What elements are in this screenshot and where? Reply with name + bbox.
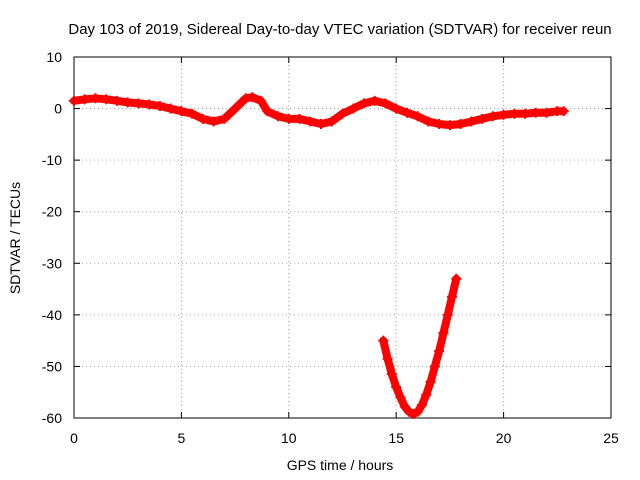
data-point <box>122 97 133 108</box>
data-point <box>240 93 251 104</box>
data-point <box>380 98 391 109</box>
x-axis-label: GPS time / hours <box>287 457 394 473</box>
data-point <box>69 95 79 106</box>
data-point <box>466 116 477 127</box>
data-point <box>262 106 273 117</box>
data-point <box>348 103 359 114</box>
data-point <box>442 309 453 320</box>
series-trace <box>70 93 568 130</box>
y-tick-label: 0 <box>54 101 62 117</box>
x-tick-label: 25 <box>603 430 619 446</box>
series-dip <box>378 273 462 419</box>
data-point <box>378 335 389 346</box>
data-point <box>399 401 410 412</box>
y-tick-label: -10 <box>42 152 62 168</box>
data-point <box>498 109 509 120</box>
data-point <box>273 111 284 122</box>
data-point <box>444 120 455 131</box>
y-tick-label: -60 <box>42 410 62 426</box>
data-point <box>509 108 520 119</box>
data-point <box>558 106 569 117</box>
data-point <box>111 95 122 106</box>
data-point <box>133 98 144 109</box>
data-point <box>165 103 176 114</box>
data-point <box>283 113 294 124</box>
data-point <box>530 107 541 118</box>
data-point <box>305 116 316 127</box>
y-tick-label: -40 <box>42 307 62 323</box>
chart-title: Day 103 of 2019, Sidereal Day-to-day VTE… <box>68 21 611 38</box>
data-point <box>208 116 219 127</box>
data-point <box>423 116 434 127</box>
data-point <box>386 369 397 380</box>
data-point <box>520 108 531 119</box>
y-tick-label: 10 <box>46 49 62 65</box>
x-tick-label: 15 <box>388 430 404 446</box>
data-point <box>316 119 327 130</box>
data-point <box>391 103 402 114</box>
data-point <box>412 111 423 122</box>
data-point <box>369 95 380 106</box>
x-tick-label: 20 <box>496 430 512 446</box>
data-point <box>255 95 266 106</box>
data-series <box>69 92 569 419</box>
y-axis-label: SDTVAR / TECUs <box>7 182 23 294</box>
data-point <box>451 273 462 284</box>
series-main <box>69 92 569 131</box>
data-point <box>358 98 369 109</box>
data-point <box>294 113 305 124</box>
data-point <box>391 382 402 393</box>
data-point <box>395 392 406 403</box>
data-point <box>247 92 258 103</box>
data-point <box>434 119 445 130</box>
data-point <box>401 107 412 118</box>
data-point <box>412 406 423 417</box>
data-point <box>230 103 241 114</box>
y-tick-label: -30 <box>42 255 62 271</box>
data-point <box>187 108 198 119</box>
data-point <box>487 111 498 122</box>
data-point <box>421 389 432 400</box>
y-tick-label: -50 <box>42 358 62 374</box>
data-point <box>101 94 112 105</box>
data-point <box>425 376 436 387</box>
data-point <box>477 113 488 124</box>
data-point <box>455 119 466 130</box>
data-point <box>144 99 155 110</box>
y-tick-label: -20 <box>42 204 62 220</box>
data-point <box>219 113 230 124</box>
data-point <box>416 400 427 411</box>
data-point <box>154 100 165 111</box>
data-point <box>429 361 440 372</box>
data-point <box>541 107 552 118</box>
data-point <box>79 94 90 105</box>
series-trace <box>379 274 461 418</box>
data-point <box>434 345 445 356</box>
data-point <box>176 106 187 117</box>
x-tick-label: 5 <box>178 430 186 446</box>
data-point <box>447 291 458 302</box>
data-point <box>382 353 393 364</box>
axis-ticks: 0 5 10 15 20 25 10 0 -10 -20 -30 -40 -50 -60 <box>42 49 619 446</box>
data-point <box>90 93 101 104</box>
data-point <box>326 116 337 127</box>
x-tick-label: 0 <box>70 430 78 446</box>
data-point <box>337 108 348 119</box>
data-point <box>438 327 449 338</box>
plot-frame <box>73 56 612 419</box>
data-point <box>197 113 208 124</box>
x-tick-label: 10 <box>281 430 297 446</box>
